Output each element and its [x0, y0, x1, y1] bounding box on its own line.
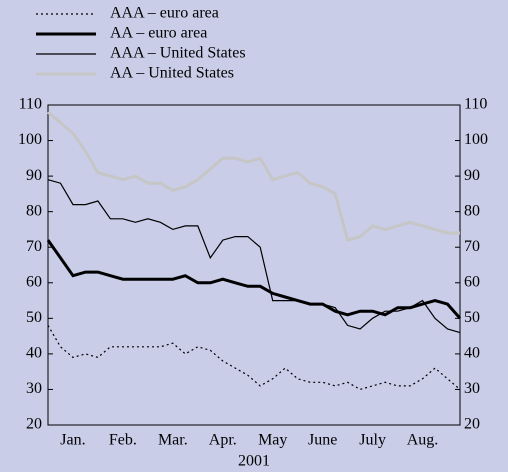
y2-tick-label: 80	[464, 202, 480, 219]
y2-tick-label: 40	[464, 345, 480, 362]
x-tick-label: Feb.	[109, 432, 137, 449]
legend-label: AA – euro area	[110, 25, 207, 42]
y2-tick-label: 110	[464, 96, 487, 113]
series-line	[47, 325, 461, 391]
y2-tick-label: 90	[464, 167, 480, 184]
series-line	[46, 239, 462, 320]
series-line	[47, 179, 461, 334]
y2-tick-label: 100	[464, 131, 488, 148]
legend-label: AA – United States	[110, 65, 234, 82]
x-tick-label: May	[258, 432, 287, 449]
x-tick-label: Apr.	[209, 432, 237, 449]
y-tick-label: 40	[26, 345, 42, 362]
plot-frame	[47, 104, 461, 426]
y-tick-label: 100	[18, 131, 42, 148]
y-tick-label: 20	[26, 416, 42, 433]
y-tick-label: 110	[19, 96, 42, 113]
y2-tick-label: 30	[464, 380, 480, 397]
y-tick-label: 50	[26, 309, 42, 326]
y2-tick-label: 60	[464, 273, 480, 290]
x-tick-label: June	[308, 432, 337, 449]
legend-label: AAA – United States	[110, 45, 246, 62]
y-tick-label: 60	[26, 273, 42, 290]
y-tick-label: 80	[26, 202, 42, 219]
y-tick-label: 70	[26, 238, 42, 255]
y-tick-label: 30	[26, 380, 42, 397]
y2-tick-label: 50	[464, 309, 480, 326]
series-line	[47, 110, 460, 242]
y-tick-label: 90	[26, 167, 42, 184]
x-tick-label: Aug.	[407, 432, 439, 449]
y2-tick-label: 70	[464, 238, 480, 255]
x-axis-label: 2001	[238, 453, 270, 470]
y2-tick-label: 20	[464, 416, 480, 433]
x-tick-label: Mar.	[158, 432, 188, 449]
x-tick-label: Jan.	[60, 432, 85, 449]
x-tick-label: July	[359, 432, 386, 449]
legend-label: AAA – euro area	[110, 5, 219, 22]
